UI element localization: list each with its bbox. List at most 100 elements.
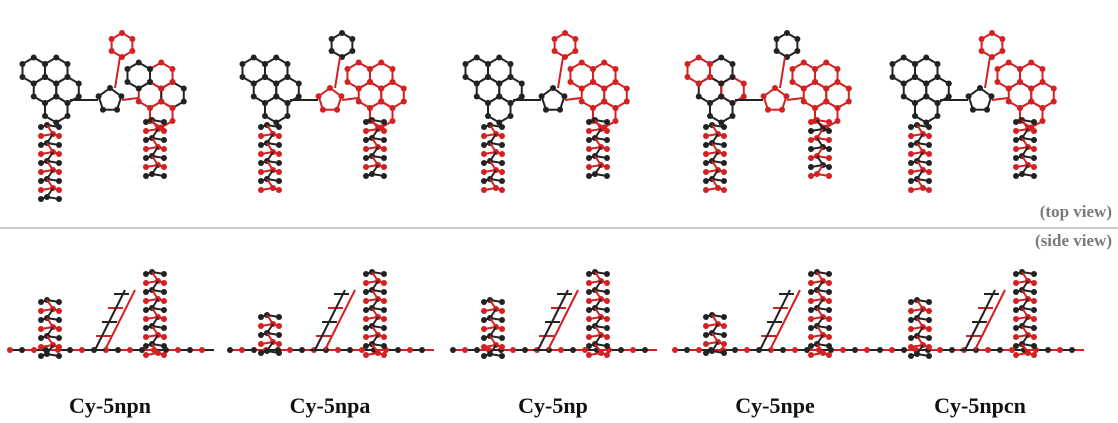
top-view-structure bbox=[239, 30, 406, 193]
atom bbox=[401, 86, 407, 92]
atom bbox=[808, 164, 814, 170]
atom bbox=[349, 36, 355, 42]
atom bbox=[703, 142, 709, 148]
atom bbox=[258, 142, 264, 148]
atom bbox=[926, 178, 932, 184]
atom bbox=[65, 74, 71, 80]
atom bbox=[375, 350, 381, 356]
atom bbox=[586, 343, 592, 349]
atom bbox=[499, 187, 505, 193]
atom bbox=[118, 93, 124, 99]
atom bbox=[826, 343, 832, 349]
atom bbox=[808, 316, 814, 322]
atom bbox=[672, 347, 678, 353]
atom bbox=[481, 299, 487, 305]
atom bbox=[262, 100, 268, 106]
atom bbox=[908, 299, 914, 305]
atom bbox=[792, 347, 798, 353]
atom bbox=[42, 61, 48, 67]
atom bbox=[801, 99, 807, 105]
atom bbox=[696, 81, 702, 87]
atom bbox=[381, 289, 387, 295]
atom bbox=[367, 105, 373, 111]
atom bbox=[601, 60, 607, 66]
atom bbox=[908, 124, 914, 130]
atom bbox=[630, 347, 636, 353]
atom bbox=[499, 178, 505, 184]
atom bbox=[258, 169, 264, 175]
atom bbox=[590, 66, 596, 72]
atom bbox=[1006, 86, 1012, 92]
atom bbox=[56, 299, 62, 305]
atom bbox=[251, 55, 257, 61]
atom bbox=[846, 99, 852, 105]
atom bbox=[1031, 307, 1037, 313]
atom bbox=[567, 79, 573, 85]
atom bbox=[363, 155, 369, 161]
atom bbox=[356, 99, 362, 105]
atom bbox=[721, 133, 727, 139]
atom bbox=[946, 94, 952, 100]
atom bbox=[1069, 347, 1075, 353]
atom bbox=[390, 118, 396, 124]
atom bbox=[826, 271, 832, 277]
atom bbox=[598, 350, 604, 356]
atom bbox=[161, 307, 167, 313]
atom bbox=[586, 137, 592, 143]
atom bbox=[481, 142, 487, 148]
atom bbox=[285, 113, 291, 119]
atom bbox=[826, 289, 832, 295]
atom bbox=[499, 133, 505, 139]
atom bbox=[989, 30, 995, 36]
atom bbox=[703, 323, 709, 329]
figure: (top view) (side view) Cy-5npnCy-5npaCy-… bbox=[0, 0, 1118, 423]
atom bbox=[147, 105, 153, 111]
atom bbox=[407, 347, 413, 353]
atom bbox=[38, 169, 44, 175]
atom bbox=[481, 187, 487, 193]
atom bbox=[923, 55, 929, 61]
atom bbox=[499, 353, 505, 359]
atom bbox=[901, 94, 907, 100]
atom bbox=[1017, 79, 1023, 85]
atom bbox=[604, 325, 610, 331]
atom bbox=[381, 334, 387, 340]
atom bbox=[730, 61, 736, 67]
atom bbox=[570, 347, 576, 353]
atom bbox=[604, 343, 610, 349]
atom bbox=[937, 347, 943, 353]
atom bbox=[721, 314, 727, 320]
atom bbox=[493, 185, 499, 191]
atom bbox=[985, 347, 991, 353]
atom bbox=[604, 298, 610, 304]
atom bbox=[129, 48, 135, 54]
atom bbox=[276, 323, 282, 329]
atom bbox=[53, 94, 59, 100]
atom bbox=[276, 341, 282, 347]
atom bbox=[347, 347, 353, 353]
atom bbox=[499, 169, 505, 175]
atom bbox=[19, 74, 25, 80]
atom bbox=[926, 169, 932, 175]
atom bbox=[481, 317, 487, 323]
atom bbox=[908, 142, 914, 148]
atom bbox=[363, 307, 369, 313]
atom bbox=[67, 347, 73, 353]
atom bbox=[158, 99, 164, 105]
atom bbox=[1031, 316, 1037, 322]
atom bbox=[604, 155, 610, 161]
atom bbox=[552, 48, 558, 54]
atom bbox=[38, 344, 44, 350]
atom bbox=[613, 79, 619, 85]
atom bbox=[789, 66, 795, 72]
atom bbox=[44, 194, 50, 200]
atom bbox=[270, 185, 276, 191]
atom bbox=[579, 99, 585, 105]
atom bbox=[264, 348, 270, 354]
atom bbox=[7, 347, 13, 353]
atom bbox=[296, 81, 302, 87]
atom bbox=[926, 160, 932, 166]
bond bbox=[787, 98, 803, 100]
molecule: Cy-5np bbox=[450, 30, 657, 418]
atom bbox=[143, 173, 149, 179]
